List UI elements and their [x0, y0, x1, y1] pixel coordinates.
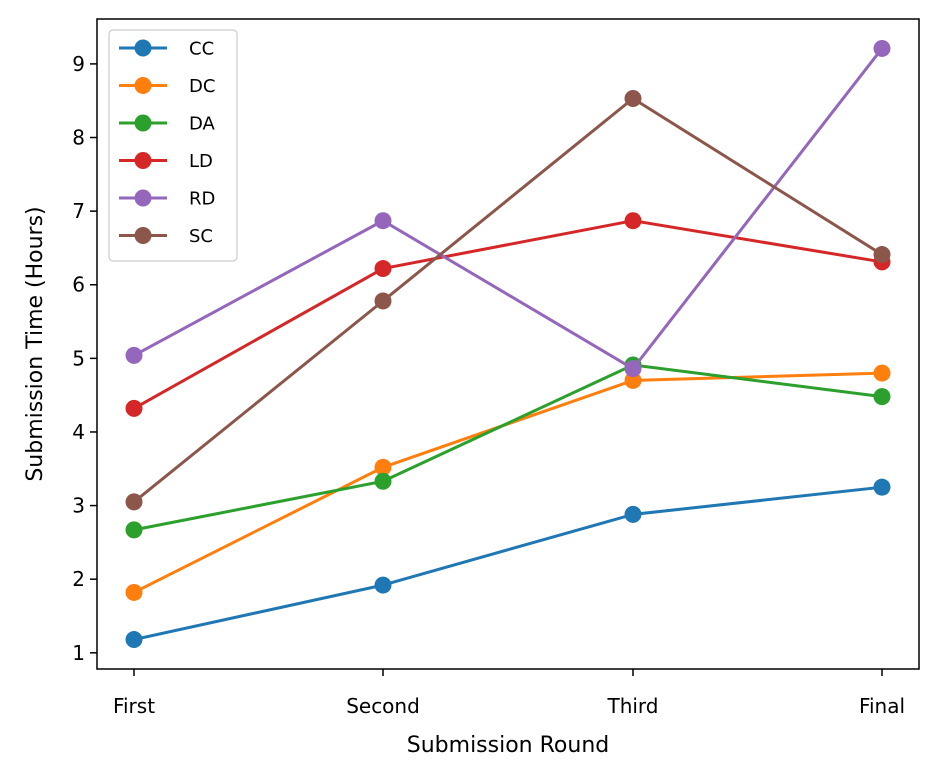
data-point-sc	[624, 90, 642, 107]
x-tick-label: First	[113, 694, 155, 718]
data-point-sc	[125, 493, 143, 511]
y-tick-label: 4	[72, 420, 85, 444]
axis-ticks: 1 2 3 4 5 6 7 8 9 First Second Third Final	[72, 52, 905, 718]
y-axis-label: Submission Time (Hours)	[23, 206, 48, 481]
x-tick-label: Third	[606, 694, 658, 718]
x-tick-label: Final	[859, 694, 905, 718]
y-tick-label: 8	[72, 126, 85, 150]
data-point-rd	[125, 346, 143, 364]
data-point-da	[374, 472, 392, 490]
legend-label-sc: SC	[189, 226, 213, 247]
legend: CC DC DA LD RD SC	[108, 29, 238, 262]
legend-marker-cc	[134, 39, 152, 57]
legend-marker-sc	[134, 227, 152, 244]
axes-frame	[96, 18, 920, 670]
data-point-rd	[374, 212, 392, 230]
legend-marker-rd	[134, 189, 152, 207]
y-tick-label: 7	[72, 199, 85, 223]
series-line-dc	[133, 371, 883, 594]
y-tick-label: 9	[72, 52, 85, 76]
data-point-cc	[873, 478, 891, 496]
y-tick-label: 6	[72, 273, 85, 297]
data-point-ld	[624, 212, 642, 230]
legend-marker-da	[134, 114, 152, 132]
series-line-sc	[133, 97, 883, 504]
x-tick-label: Second	[346, 694, 420, 718]
legend-label-dc: DC	[189, 76, 215, 97]
y-tick-label: 1	[72, 641, 85, 665]
data-point-cc	[374, 576, 392, 594]
data-point-ld	[374, 260, 392, 278]
y-tick-label: 2	[72, 567, 85, 591]
data-point-da	[873, 388, 891, 406]
series-line-ld	[133, 219, 883, 410]
data-point-dc	[374, 458, 392, 476]
data-point-da	[125, 521, 143, 539]
y-tick-label: 3	[72, 494, 85, 518]
data-point-dc	[873, 364, 891, 382]
data-point-rd	[873, 39, 891, 57]
data-point-sc	[374, 292, 392, 310]
data-point-rd	[624, 360, 642, 378]
y-tick-label: 5	[72, 346, 85, 370]
legend-label-ld: LD	[189, 151, 213, 172]
legend-label-rd: RD	[189, 189, 215, 210]
data-point-sc	[873, 246, 891, 264]
legend-marker-dc	[134, 77, 152, 94]
legend-marker-ld	[134, 152, 152, 169]
x-axis-label: Submission Round	[407, 733, 609, 758]
data-point-cc	[125, 631, 143, 649]
legend-label-da: DA	[189, 114, 216, 135]
data-point-cc	[624, 505, 642, 523]
data-point-dc	[125, 583, 143, 601]
series-line-da	[133, 363, 883, 532]
data-point-dc	[624, 371, 642, 389]
data-point-ld	[125, 399, 143, 417]
series-line-rd	[133, 47, 884, 371]
plot-area	[125, 39, 891, 649]
legend-label-cc: CC	[189, 39, 214, 60]
legend-box	[108, 29, 238, 262]
series-line-cc	[133, 485, 883, 642]
